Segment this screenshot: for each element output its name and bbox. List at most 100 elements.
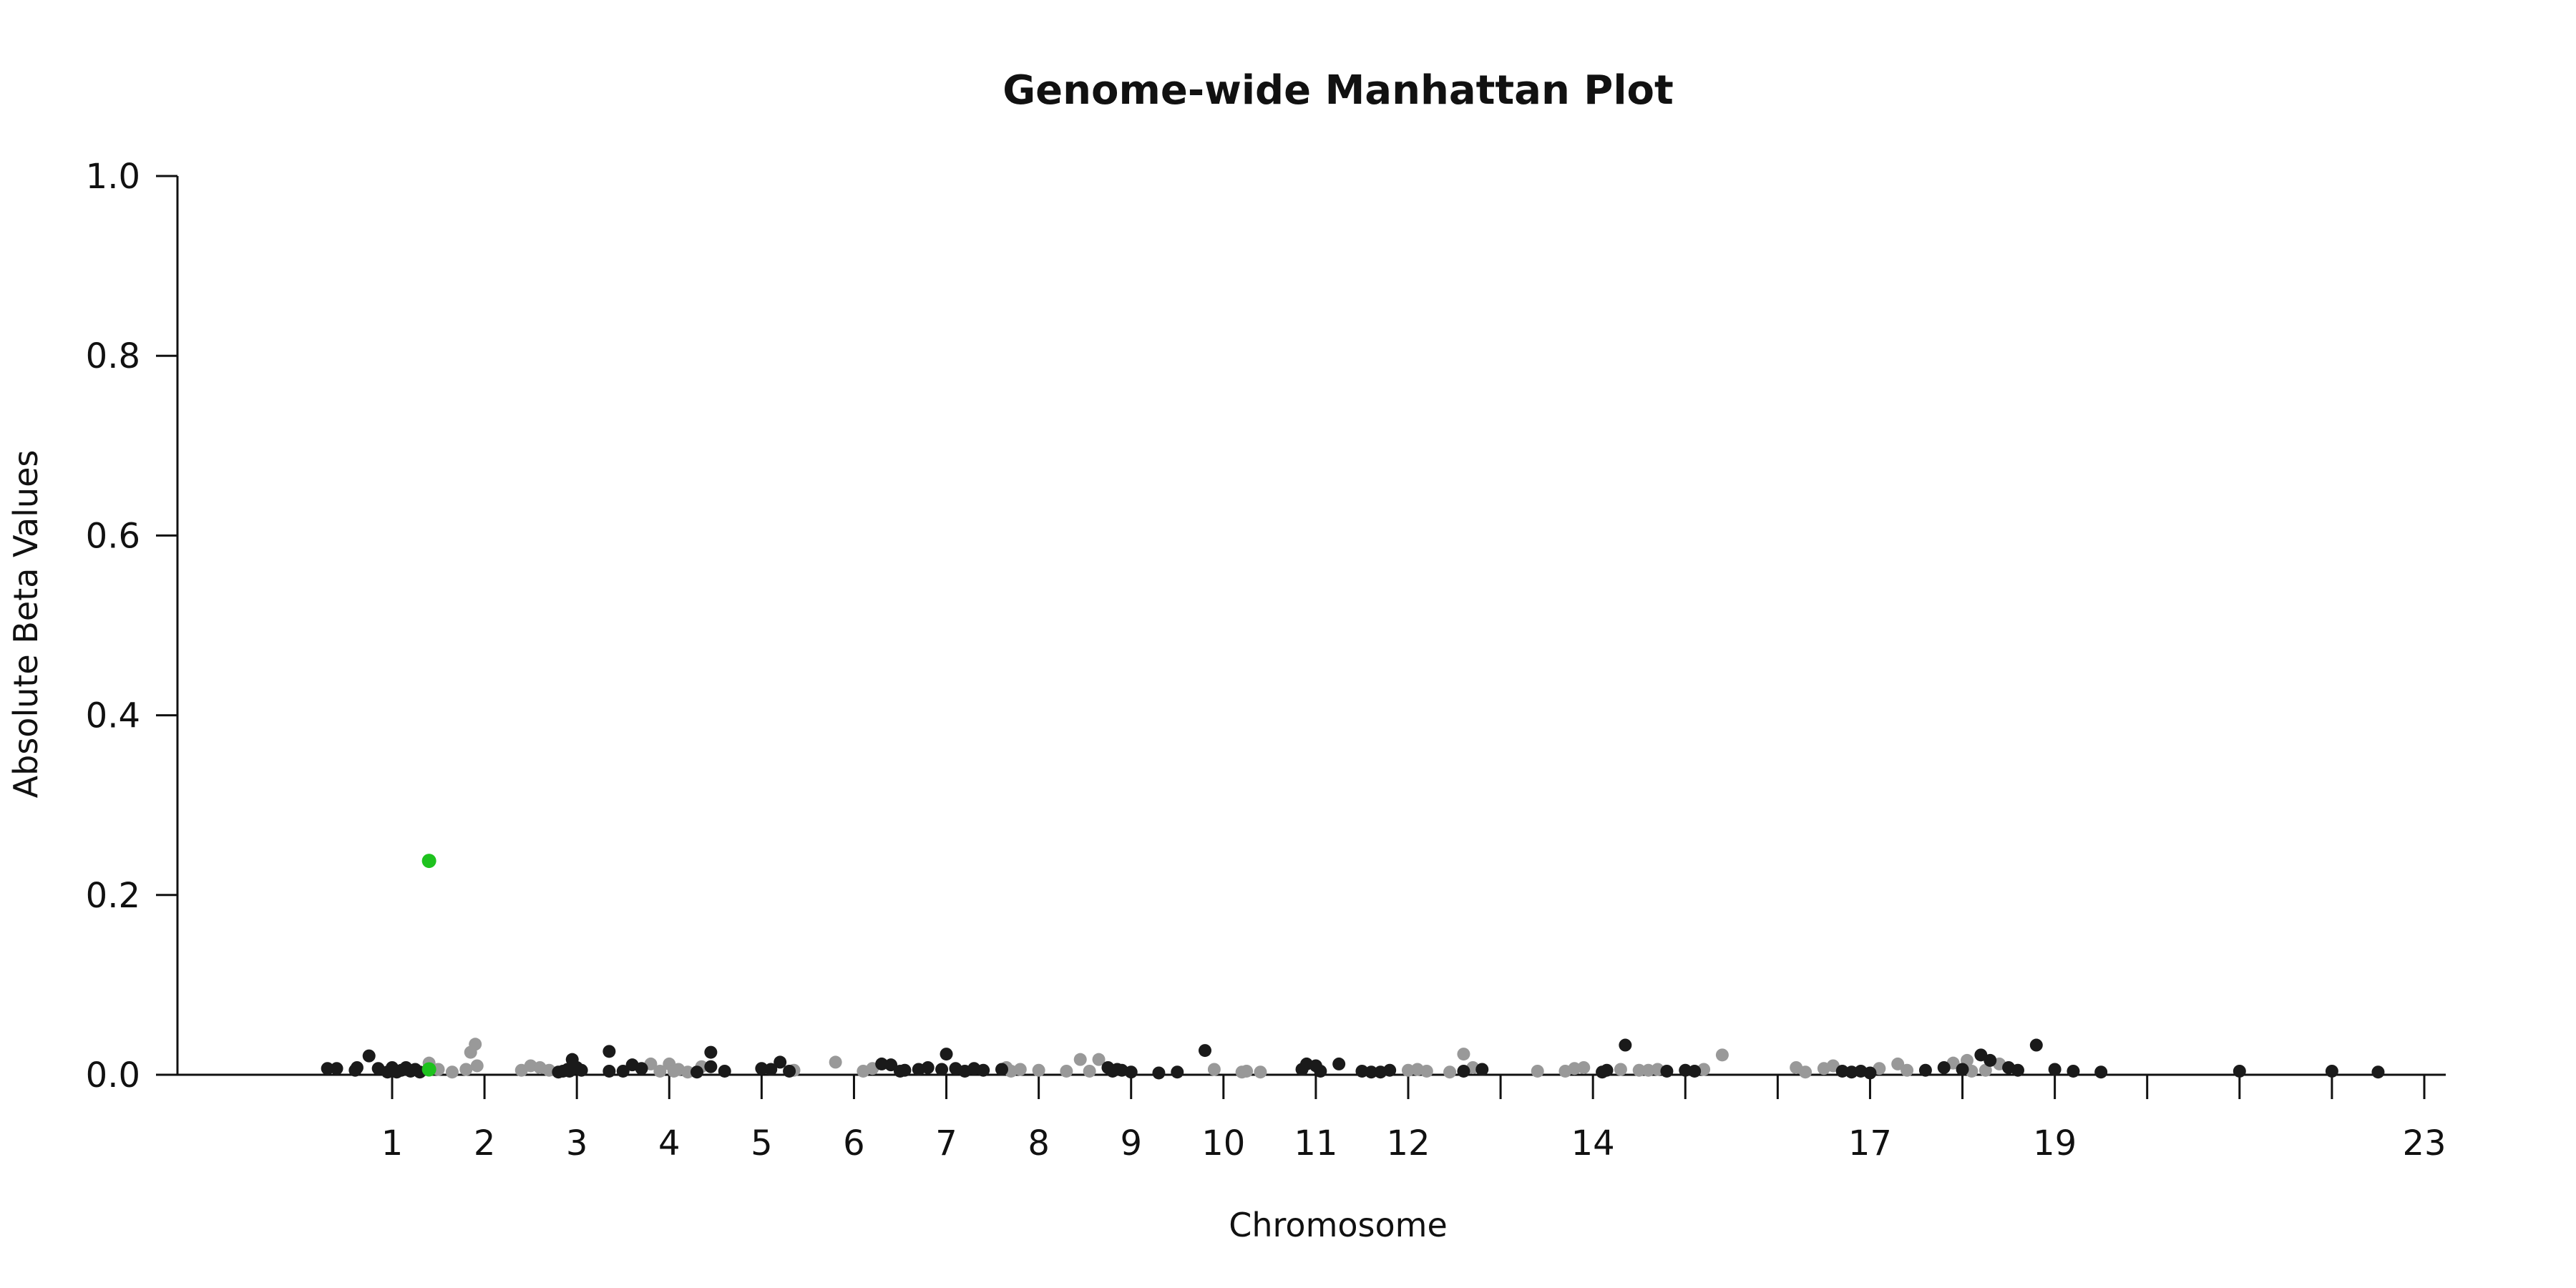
data-point-light <box>1240 1064 1254 1078</box>
data-point-dark <box>616 1064 630 1078</box>
data-point-light <box>1420 1064 1433 1078</box>
data-point-dark <box>2029 1038 2043 1052</box>
y-tick-label: 0.6 <box>86 516 140 556</box>
data-point-dark <box>1171 1065 1184 1079</box>
data-point-light <box>1443 1065 1457 1079</box>
x-tick-label: 4 <box>658 1123 680 1163</box>
data-point-dark <box>635 1062 648 1075</box>
data-point-dark <box>764 1063 778 1076</box>
data-point-light <box>1401 1063 1415 1077</box>
data-point-dark <box>1863 1066 1877 1080</box>
data-point-dark <box>704 1045 718 1059</box>
data-point-dark <box>1835 1064 1849 1078</box>
data-point-dark <box>690 1065 703 1079</box>
data-point-dark <box>940 1048 953 1061</box>
y-tick-label: 1.0 <box>86 157 140 197</box>
x-tick-label: 6 <box>843 1123 865 1163</box>
data-point-dark <box>774 1055 787 1069</box>
data-point-light <box>1207 1063 1221 1076</box>
data-point-dark <box>977 1063 990 1077</box>
data-point-light <box>1614 1063 1627 1076</box>
y-tick-label: 0.0 <box>86 1055 140 1096</box>
highlighted-point <box>421 854 436 869</box>
data-point-dark <box>1660 1064 1674 1078</box>
data-point-light <box>445 1065 459 1079</box>
data-point-dark <box>783 1064 796 1078</box>
data-point-dark <box>935 1063 949 1076</box>
data-point-dark <box>1152 1066 1166 1080</box>
data-point-dark <box>562 1064 576 1078</box>
x-tick-label: 8 <box>1028 1123 1050 1163</box>
data-point-dark <box>875 1057 889 1070</box>
x-tick-label: 3 <box>566 1123 588 1163</box>
data-point-light <box>1083 1064 1096 1078</box>
data-point-light <box>653 1064 667 1078</box>
data-point-dark <box>1457 1064 1470 1078</box>
data-point-light <box>1060 1064 1073 1078</box>
data-point-dark <box>921 1060 935 1074</box>
x-tick-label: 1 <box>381 1123 404 1163</box>
data-point-dark <box>898 1063 912 1077</box>
data-point-light <box>1032 1063 1045 1077</box>
x-tick-label: 9 <box>1120 1123 1142 1163</box>
data-point-dark <box>2325 1064 2338 1078</box>
data-point-dark <box>1688 1064 1702 1078</box>
y-tick-label: 0.4 <box>86 696 140 736</box>
data-point-dark <box>2371 1065 2385 1079</box>
data-point-dark <box>2048 1063 2062 1076</box>
y-tick-label: 0.8 <box>86 336 140 376</box>
data-point-dark <box>2067 1064 2080 1078</box>
y-tick-label: 0.2 <box>86 876 140 916</box>
x-tick-label: 23 <box>2402 1123 2446 1163</box>
data-point-dark <box>362 1049 376 1063</box>
data-point-light <box>1979 1063 1992 1077</box>
x-tick-label: 14 <box>1571 1123 1615 1163</box>
chart-title: Genome-wide Manhattan Plot <box>1002 67 1674 114</box>
data-point-dark <box>1124 1065 1138 1079</box>
data-point-light <box>1901 1063 1914 1077</box>
data-point-light <box>1577 1060 1591 1074</box>
data-point-light <box>1715 1048 1729 1062</box>
data-point-dark <box>2233 1064 2246 1078</box>
data-point-light <box>1531 1064 1544 1078</box>
data-point-light <box>1891 1057 1905 1070</box>
data-point-dark <box>1365 1065 1378 1079</box>
data-point-dark <box>1355 1064 1369 1078</box>
data-point-dark <box>1475 1063 1489 1076</box>
data-point-dark <box>350 1060 364 1074</box>
x-tick-label: 10 <box>1201 1123 1245 1163</box>
data-point-light <box>1254 1065 1267 1079</box>
data-point-light <box>1073 1053 1087 1066</box>
data-point-dark <box>884 1058 898 1072</box>
x-tick-label: 7 <box>935 1123 957 1163</box>
data-point-dark <box>718 1064 731 1078</box>
x-axis-label: Chromosome <box>1229 1206 1448 1244</box>
x-tick-label: 12 <box>1386 1123 1430 1163</box>
data-point-light <box>1799 1065 1813 1079</box>
data-point-dark <box>321 1062 334 1075</box>
data-point-dark <box>1918 1063 1932 1077</box>
y-axis-label: Absolute Beta Values <box>6 450 45 799</box>
x-tick-label: 19 <box>2033 1123 2077 1163</box>
data-point-dark <box>602 1045 616 1058</box>
data-point-light <box>1641 1063 1655 1077</box>
data-point-dark <box>1619 1038 1632 1052</box>
x-tick-label: 5 <box>751 1123 773 1163</box>
data-point-dark <box>1332 1057 1346 1070</box>
x-tick-label: 17 <box>1848 1123 1892 1163</box>
data-point-light <box>1632 1063 1646 1077</box>
x-tick-label: 2 <box>474 1123 496 1163</box>
data-point-dark <box>2011 1063 2024 1077</box>
data-point-dark <box>552 1065 565 1079</box>
data-point-dark <box>575 1063 588 1077</box>
data-point-dark <box>1198 1044 1211 1058</box>
data-point-dark <box>1383 1063 1397 1077</box>
data-point-dark <box>602 1064 616 1078</box>
data-point-dark <box>995 1063 1008 1076</box>
data-point-light <box>470 1059 484 1073</box>
data-point-light <box>681 1065 695 1079</box>
data-point-dark <box>704 1060 718 1073</box>
highlighted-point-base <box>421 1062 436 1077</box>
data-point-dark <box>1600 1063 1614 1077</box>
